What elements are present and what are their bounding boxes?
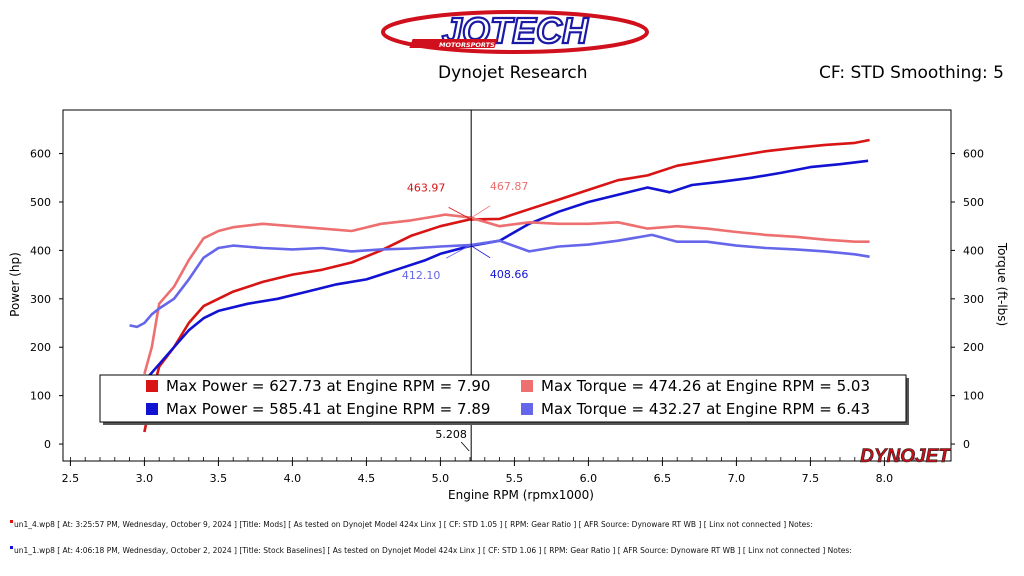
y-tick-label-left: 600 <box>30 148 51 161</box>
cursor-value-pointer-4 <box>470 245 491 259</box>
legend-swatch-4 <box>521 403 533 415</box>
footer-run-1: un1_4.wp8 [ At: 3:25:57 PM, Wednesday, O… <box>10 520 813 529</box>
cursor-value-pointer-1 <box>448 207 472 220</box>
dynojet-watermark: DYNOJET <box>860 446 951 467</box>
series-line-4 <box>129 233 870 329</box>
x-tick-label: 6.0 <box>580 472 598 485</box>
run-1-swatch <box>10 520 13 523</box>
y-tick-label-left: 0 <box>44 438 51 451</box>
y-tick-label-left: 400 <box>30 244 51 257</box>
y-tick-label-right: 400 <box>963 244 984 257</box>
x-tick-label: 4.5 <box>358 472 376 485</box>
chart-title: Dynojet Research <box>438 63 588 83</box>
x-tick-label: 3.5 <box>210 472 228 485</box>
cursor-value-1: 463.97 <box>407 181 446 194</box>
legend-swatch-3 <box>146 403 158 415</box>
y-tick-label-left: 100 <box>30 390 51 403</box>
legend-swatch-1 <box>146 380 158 392</box>
y-tick-label-right: 300 <box>963 293 984 306</box>
legend-box <box>99 374 907 423</box>
x-tick-label: 2.5 <box>62 472 80 485</box>
x-tick-label: 7.0 <box>728 472 746 485</box>
footer-run-2: un1_1.wp8 [ At: 4:06:18 PM, Wednesday, O… <box>10 546 852 555</box>
cursor-value-pointer-3 <box>445 244 472 259</box>
y-tick-label-left: 200 <box>30 341 51 354</box>
settings-label: CF: STD Smoothing: 5 <box>819 63 1004 83</box>
run-2-swatch <box>10 546 13 549</box>
legend-entry-2: Max Torque = 474.26 at Engine RPM = 5.03 <box>541 377 870 395</box>
cursor-rpm-label: 5.208 <box>435 428 467 441</box>
x-tick-label: 5.0 <box>432 472 450 485</box>
y-tick-label-right: 200 <box>963 341 984 354</box>
series-line-1 <box>143 138 870 433</box>
cursor-value-pointer-2 <box>470 205 491 219</box>
legend-entry-3: Max Power = 585.41 at Engine RPM = 7.89 <box>166 400 490 418</box>
y-axis-label-left: Power (hp) <box>8 252 22 317</box>
x-tick-label: 5.5 <box>506 472 524 485</box>
x-tick-label: 3.0 <box>136 472 154 485</box>
run-2-text: un1_1.wp8 [ At: 4:06:18 PM, Wednesday, O… <box>14 546 852 555</box>
y-tick-label-right: 0 <box>963 438 970 451</box>
logo-swoosh <box>381 10 649 54</box>
jotech-logo: JOTECH MOTORSPORTS <box>381 9 649 54</box>
x-tick-label: 7.5 <box>802 472 820 485</box>
run-1-text: un1_4.wp8 [ At: 3:25:57 PM, Wednesday, O… <box>14 520 813 529</box>
x-tick-label: 4.0 <box>284 472 302 485</box>
y-tick-label-left: 500 <box>30 196 51 209</box>
series-line-3 <box>143 213 870 375</box>
legend-swatch-2 <box>521 380 533 392</box>
y-tick-label-right: 600 <box>963 148 984 161</box>
cursor-rpm-pointer <box>460 441 470 452</box>
y-tick-label-left: 300 <box>30 293 51 306</box>
logo-subtext: MOTORSPORTS <box>439 41 495 49</box>
cursor-value-2: 467.87 <box>490 180 529 193</box>
legend-entry-1: Max Power = 627.73 at Engine RPM = 7.90 <box>166 377 490 395</box>
cursor-value-4: 408.66 <box>490 268 529 281</box>
cursor-value-3: 412.10 <box>402 269 441 282</box>
x-tick-label: 8.0 <box>876 472 894 485</box>
legend-entry-4: Max Torque = 432.27 at Engine RPM = 6.43 <box>541 400 870 418</box>
y-axis-label-right: Torque (ft-lbs) <box>995 242 1009 326</box>
y-tick-label-right: 100 <box>963 390 984 403</box>
x-axis-label: Engine RPM (rpmx1000) <box>448 488 594 502</box>
x-tick-label: 6.5 <box>654 472 672 485</box>
y-tick-label-right: 500 <box>963 196 984 209</box>
